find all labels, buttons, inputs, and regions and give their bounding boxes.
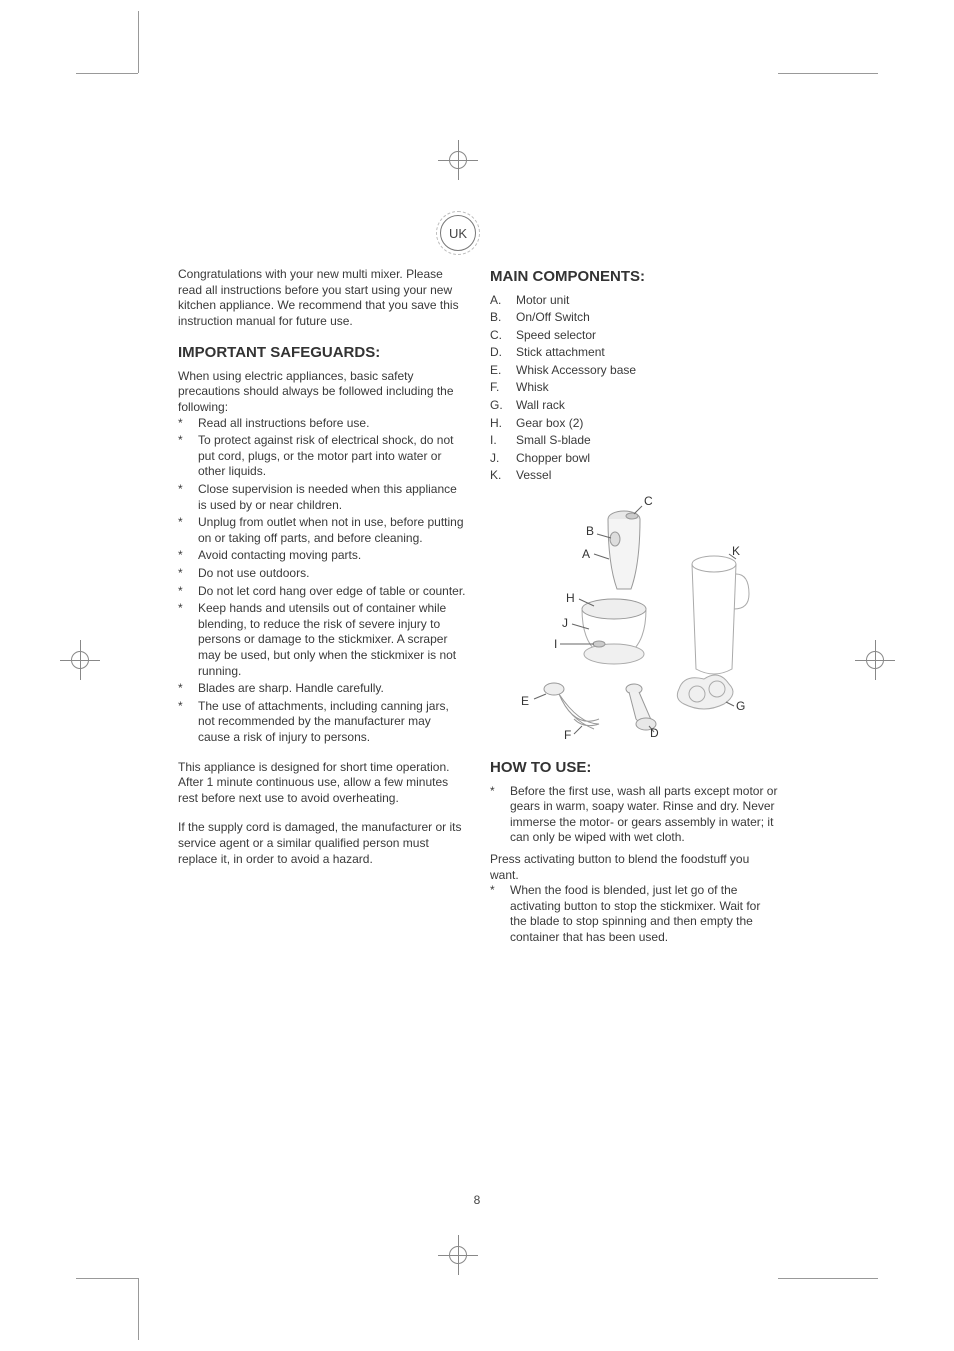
intro-text: Congratulations with your new multi mixe… [178,267,466,329]
component-label: Whisk [516,380,549,394]
component-letter: H. [490,416,510,432]
component-label: Whisk Accessory base [516,363,636,377]
list-item-text: Avoid contacting moving parts. [198,548,361,562]
list-item: Do not use outdoors. [178,566,466,582]
diagram-label-g: G [736,699,745,715]
diagram-illustration [504,494,764,744]
diagram-label-f: F [564,728,571,744]
list-item-text: The use of attachments, including cannin… [198,699,449,744]
list-item: Read all instructions before use. [178,416,466,432]
safeguards-list: Read all instructions before use. To pro… [178,416,466,746]
list-item-text: Unplug from outlet when not in use, befo… [198,515,464,545]
list-item: Do not let cord hang over edge of table … [178,584,466,600]
list-item-text: Keep hands and utensils out of container… [198,601,456,677]
safeguards-heading: IMPORTANT SAFEGUARDS: [178,343,466,363]
diagram-label-j: J [562,616,568,632]
list-item-text: To protect against risk of electrical sh… [198,433,453,478]
list-item-text: Blades are sharp. Handle carefully. [198,681,384,695]
list-item: The use of attachments, including cannin… [178,699,466,746]
component-label: Small S-blade [516,433,591,447]
component-letter: I. [490,433,510,449]
component-letter: G. [490,398,510,414]
list-item: Unplug from outlet when not in use, befo… [178,515,466,546]
diagram-label-e: E [521,694,529,710]
list-item: When the food is blended, just let go of… [490,883,778,945]
howto-press: Press activating button to blend the foo… [490,852,778,883]
component-label: Wall rack [516,398,565,412]
list-item: A. Motor unit [490,293,778,309]
diagram-label-i: I [554,637,557,653]
list-item-text: When the food is blended, just let go of… [510,883,760,944]
component-letter: C. [490,328,510,344]
component-letter: D. [490,345,510,361]
safeguards-intro: When using electric appliances, basic sa… [178,369,466,416]
right-column: MAIN COMPONENTS: A. Motor unit B. On/Off S… [490,267,778,947]
diagram-label-h: H [566,591,575,607]
component-label: Chopper bowl [516,451,590,465]
component-letter: K. [490,468,510,484]
list-item-text: Close supervision is needed when this ap… [198,482,457,512]
components-diagram: A B C D E F G H I J K [504,494,764,744]
list-item-text: Do not use outdoors. [198,566,309,580]
component-label: Vessel [516,468,551,482]
list-item: G. Wall rack [490,398,778,414]
diagram-label-k: K [732,544,740,560]
diagram-label-d: D [650,726,659,742]
list-item: I. Small S-blade [490,433,778,449]
list-item-text: Read all instructions before use. [198,416,369,430]
page-number: 8 [0,1193,954,1207]
short-time-note: This appliance is designed for short tim… [178,760,466,807]
list-item: Before the first use, wash all parts exc… [490,784,778,846]
howto-list-2: When the food is blended, just let go of… [490,883,778,945]
component-label: On/Off Switch [516,310,590,324]
components-list: A. Motor unit B. On/Off Switch C. Speed sel… [490,293,778,485]
list-item: K. Vessel [490,468,778,484]
component-letter: E. [490,363,510,379]
list-item: J. Chopper bowl [490,451,778,467]
component-letter: B. [490,310,510,326]
list-item: To protect against risk of electrical sh… [178,433,466,480]
component-letter: J. [490,451,510,467]
component-label: Speed selector [516,328,596,342]
list-item: H. Gear box (2) [490,416,778,432]
list-item-text: Do not let cord hang over edge of table … [198,584,466,598]
list-item-text: Before the first use, wash all parts exc… [510,784,777,845]
list-item: Blades are sharp. Handle carefully. [178,681,466,697]
diagram-label-c: C [644,494,653,510]
component-label: Motor unit [516,293,569,307]
list-item: E. Whisk Accessory base [490,363,778,379]
list-item: B. On/Off Switch [490,310,778,326]
list-item: Keep hands and utensils out of container… [178,601,466,679]
list-item: Close supervision is needed when this ap… [178,482,466,513]
list-item: D. Stick attachment [490,345,778,361]
cord-note: If the supply cord is damaged, the manuf… [178,820,466,867]
list-item: F. Whisk [490,380,778,396]
component-label: Gear box (2) [516,416,583,430]
left-column: Congratulations with your new multi mixe… [178,267,466,947]
howto-list-1: Before the first use, wash all parts exc… [490,784,778,846]
howto-heading: HOW TO USE: [490,758,778,778]
list-item: Avoid contacting moving parts. [178,548,466,564]
component-letter: F. [490,380,510,396]
components-heading: MAIN COMPONENTS: [490,267,778,287]
list-item: C. Speed selector [490,328,778,344]
component-letter: A. [490,293,510,309]
diagram-label-b: B [586,524,594,540]
page-content: Congratulations with your new multi mixe… [178,225,778,947]
component-label: Stick attachment [516,345,605,359]
diagram-label-a: A [582,547,590,563]
